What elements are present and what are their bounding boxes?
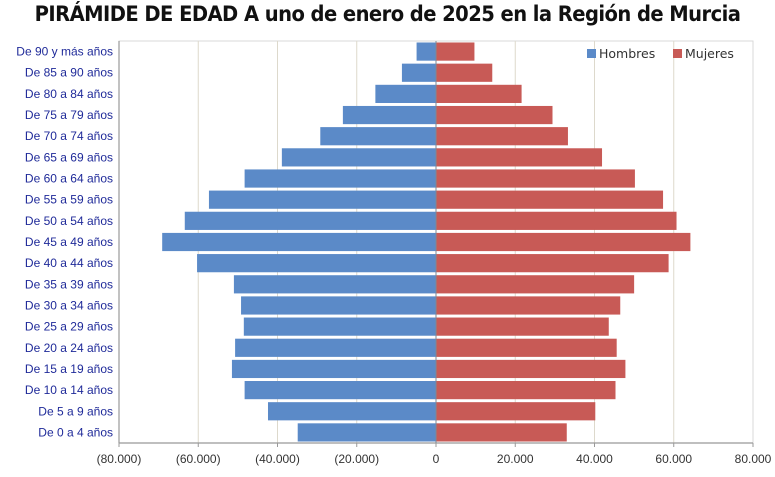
x-tick-label: 40.000 [576,452,613,466]
bar-mujeres-13 [436,317,609,336]
bar-hombres-18 [297,423,436,442]
bar-hombres-4 [320,127,436,146]
category-label: De 40 a 44 años [25,256,113,270]
bar-mujeres-15 [436,359,626,379]
category-label: De 20 a 24 años [25,341,113,355]
bar-mujeres-6 [436,169,635,188]
bar-mujeres-12 [436,296,621,315]
category-label: De 35 a 39 años [25,277,113,291]
bar-mujeres-10 [436,254,669,273]
bar-hombres-2 [375,84,436,103]
category-label: De 55 a 59 años [25,193,113,207]
category-label: De 45 a 49 años [25,235,113,249]
bar-mujeres-14 [436,338,617,357]
bar-hombres-12 [241,296,436,315]
x-tick-label: 20.000 [497,452,534,466]
category-label: De 75 a 79 años [25,108,113,122]
legend-swatch-hombres [587,49,596,58]
legend-label-mujeres: Mujeres [685,46,734,61]
category-label: De 0 a 4 años [38,425,113,439]
bar-hombres-7 [208,190,436,209]
category-label: De 60 a 64 años [25,172,113,186]
category-label: De 65 a 69 años [25,150,113,164]
category-label: De 15 a 19 años [25,362,113,376]
bar-hombres-0 [416,42,436,61]
bar-mujeres-2 [436,84,522,103]
category-label: De 10 a 14 años [25,383,113,397]
legend-label-hombres: Hombres [599,46,655,61]
bar-hombres-6 [244,169,436,188]
bar-hombres-16 [244,381,436,400]
category-label: De 90 y más años [16,45,113,59]
bars [162,42,691,442]
x-tick-label: (60.000) [176,452,221,466]
bar-mujeres-9 [436,232,691,252]
axes [118,41,754,447]
x-tick-label: 0 [433,452,440,466]
bar-mujeres-7 [436,190,664,209]
legend-swatch-mujeres [673,49,682,58]
bar-mujeres-17 [436,402,596,421]
legend: Hombres Mujeres [587,46,734,61]
bar-hombres-13 [243,317,436,336]
bar-hombres-15 [231,359,436,379]
category-label: De 50 a 54 años [25,214,113,228]
category-label: De 5 a 9 años [38,404,113,418]
category-label: De 25 a 29 años [25,320,113,334]
x-tick-label: 80.000 [735,452,772,466]
chart-title: PIRÁMIDE DE EDAD A uno de enero de 2025 … [34,2,741,26]
bar-hombres-14 [235,338,436,357]
bar-hombres-9 [162,232,436,252]
bar-mujeres-8 [436,211,677,230]
x-tick-label: (20.000) [334,452,379,466]
category-labels: De 90 y más años De 85 a 90 años De 80 a 8… [16,45,113,440]
bar-hombres-5 [281,148,436,167]
bar-mujeres-3 [436,105,553,125]
bar-mujeres-5 [436,148,603,167]
tick-labels: (80.000) (60.000) (40.000) (20.000) 0 20.000 4… [97,452,772,466]
category-label: De 70 a 74 años [25,129,113,143]
bar-hombres-8 [184,211,436,230]
x-tick-label: (40.000) [255,452,300,466]
category-label: De 30 a 34 años [25,298,113,312]
bar-hombres-1 [401,63,436,82]
bar-hombres-10 [197,254,436,273]
bar-hombres-17 [267,402,436,421]
bar-hombres-3 [342,105,436,125]
bar-hombres-11 [233,275,436,294]
category-label: De 85 a 90 años [25,66,113,80]
bar-mujeres-18 [436,423,567,442]
x-tick-label: (80.000) [97,452,142,466]
bar-mujeres-1 [436,63,493,82]
bar-mujeres-16 [436,381,616,400]
category-label: De 80 a 84 años [25,87,113,101]
bar-mujeres-0 [436,42,475,61]
x-tick-label: 60.000 [655,452,692,466]
bar-mujeres-4 [436,127,568,146]
bar-mujeres-11 [436,275,635,294]
